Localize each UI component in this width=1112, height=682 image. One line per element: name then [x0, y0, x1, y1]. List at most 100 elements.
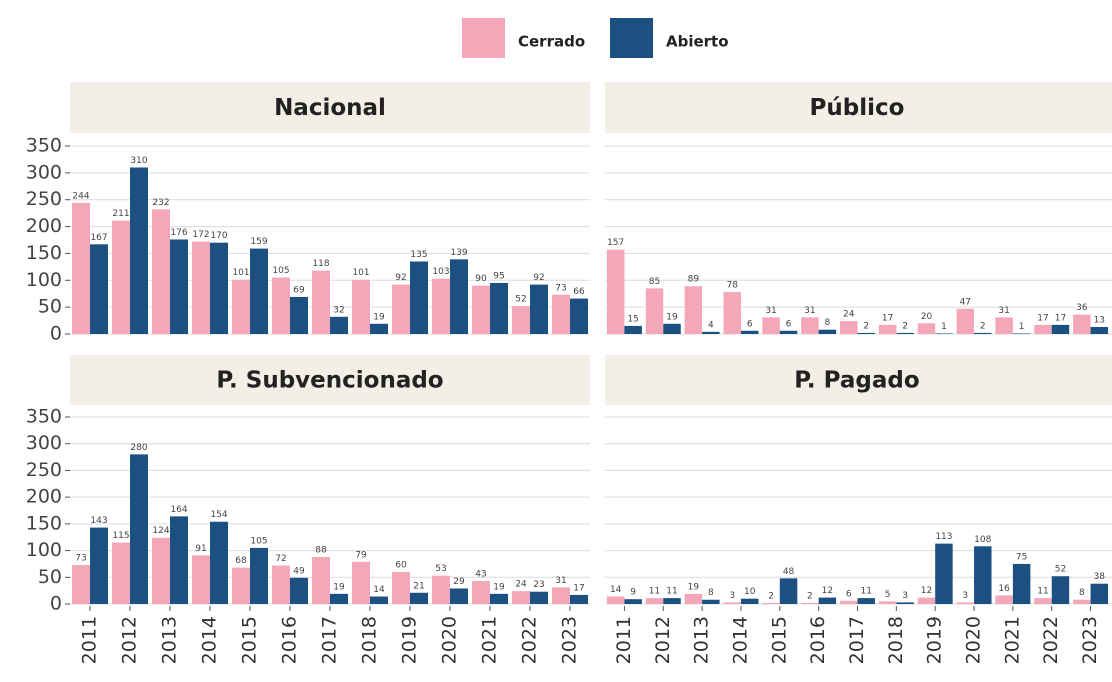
- bar: [645, 288, 664, 334]
- y-tick-label: 150: [26, 242, 62, 264]
- value-label: 105: [250, 536, 267, 546]
- value-label: 172: [192, 230, 209, 240]
- value-label: 73: [75, 553, 86, 563]
- bar: [645, 598, 664, 604]
- value-label: 17: [1055, 313, 1066, 323]
- value-label: 118: [312, 259, 329, 269]
- y-tick-label: 50: [38, 566, 62, 588]
- value-label: 4: [708, 320, 714, 330]
- bar: [624, 325, 642, 334]
- value-label: 48: [783, 567, 795, 577]
- bar: [490, 282, 508, 334]
- value-label: 15: [627, 314, 638, 324]
- bar: [818, 329, 837, 334]
- bar: [72, 564, 90, 604]
- bar: [272, 277, 290, 334]
- bar: [840, 600, 858, 604]
- value-label: 170: [210, 231, 227, 241]
- value-label: 12: [822, 586, 833, 596]
- bar: [878, 601, 897, 604]
- value-label: 232: [152, 198, 169, 208]
- bar: [512, 306, 530, 334]
- bar: [663, 598, 681, 604]
- value-label: 31: [804, 306, 815, 316]
- value-label: 280: [130, 443, 147, 453]
- value-label: 244: [72, 191, 89, 201]
- x-tick-label: 2019: [924, 616, 946, 664]
- bar: [152, 537, 170, 604]
- bar: [210, 242, 228, 334]
- bar: [352, 561, 370, 604]
- value-label: 68: [235, 556, 247, 566]
- value-label: 8: [708, 588, 714, 598]
- value-label: 85: [649, 277, 660, 287]
- value-label: 108: [974, 535, 991, 545]
- value-label: 154: [210, 510, 227, 520]
- value-label: 32: [333, 305, 344, 315]
- bar: [290, 296, 308, 334]
- panel-title: Público: [810, 95, 905, 121]
- value-label: 176: [170, 228, 187, 238]
- value-label: 6: [846, 589, 852, 599]
- y-tick-label: 250: [26, 188, 62, 210]
- bar: [1051, 324, 1070, 334]
- value-label: 69: [293, 285, 305, 295]
- bar: [272, 565, 290, 604]
- value-label: 89: [688, 275, 700, 285]
- bar: [801, 317, 819, 334]
- x-tick-label: 2022: [519, 616, 541, 664]
- bar: [1012, 333, 1031, 334]
- value-label: 17: [882, 313, 893, 323]
- value-label: 14: [610, 585, 622, 595]
- bar: [250, 248, 268, 334]
- bar: [606, 596, 625, 604]
- bar: [974, 546, 992, 604]
- value-label: 2: [902, 321, 908, 331]
- value-label: 78: [726, 281, 738, 291]
- bar: [723, 292, 741, 334]
- x-tick-label: 2011: [613, 616, 635, 664]
- bar: [472, 581, 490, 604]
- value-label: 31: [555, 576, 566, 586]
- value-label: 2: [768, 591, 774, 601]
- bar: [818, 597, 837, 604]
- bar: [1073, 599, 1091, 604]
- bar: [512, 591, 530, 604]
- value-label: 143: [90, 516, 107, 526]
- value-label: 167: [90, 233, 107, 243]
- bar: [1034, 598, 1052, 604]
- strip: [605, 82, 1112, 133]
- bar: [530, 591, 548, 604]
- bar: [352, 279, 370, 334]
- y-tick-label: 100: [26, 539, 62, 561]
- value-label: 12: [921, 586, 932, 596]
- y-tick-label: 350: [26, 135, 62, 157]
- value-label: 21: [413, 581, 424, 591]
- value-label: 2: [980, 321, 986, 331]
- value-label: 52: [1055, 565, 1066, 575]
- value-label: 103: [432, 267, 449, 277]
- bar: [90, 527, 108, 604]
- bar: [130, 454, 148, 604]
- bar: [490, 593, 508, 604]
- value-label: 36: [1076, 303, 1088, 313]
- value-label: 124: [152, 526, 169, 536]
- value-label: 10: [744, 587, 756, 597]
- value-label: 19: [333, 582, 345, 592]
- bar: [917, 597, 936, 604]
- y-tick-label: 300: [26, 161, 62, 183]
- legend-label: Cerrado: [518, 33, 585, 51]
- value-label: 60: [395, 560, 407, 570]
- x-tick-label: 2019: [399, 616, 421, 664]
- value-label: 11: [666, 587, 677, 597]
- bar: [250, 547, 268, 604]
- x-tick-label: 2021: [479, 616, 501, 664]
- bar: [472, 285, 490, 334]
- value-label: 8: [825, 318, 831, 328]
- x-tick-label: 2023: [559, 616, 581, 664]
- value-label: 24: [515, 580, 527, 590]
- bar: [995, 595, 1013, 604]
- value-label: 73: [555, 283, 566, 293]
- bar: [857, 332, 875, 334]
- value-label: 164: [170, 505, 187, 515]
